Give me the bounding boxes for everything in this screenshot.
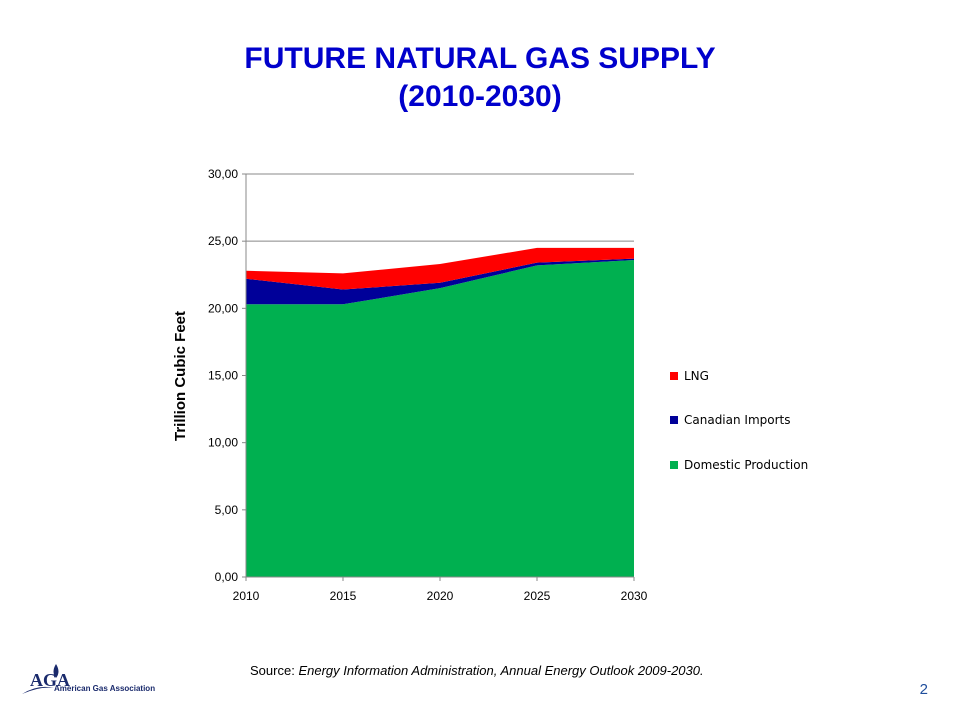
aga-logo-mark: AGA (22, 664, 70, 694)
title-line-2: (2010-2030) (398, 80, 562, 113)
y-tick-label: 10,00 (208, 436, 238, 450)
legend-swatch-domestic-production (670, 461, 678, 469)
y-axis-label: Trillion Cubic Feet (172, 311, 189, 441)
x-tick-label: 2015 (330, 589, 357, 603)
x-tick-label: 2030 (621, 589, 648, 603)
source-text: Energy Information Administration, Annua… (298, 663, 704, 678)
slide-title: FUTURE NATURAL GAS SUPPLY (2010-2030) (0, 40, 960, 116)
y-tick-label: 15,00 (208, 369, 238, 383)
legend-swatch-canadian-imports (670, 416, 678, 424)
y-tick-label: 25,00 (208, 234, 238, 248)
legend-swatch-lng (670, 372, 678, 380)
area-domestic-production (246, 259, 634, 577)
legend-label-lng: LNG (684, 369, 709, 383)
logo-mark-text: AGA (30, 670, 70, 690)
x-tick-label: 2020 (427, 589, 454, 603)
y-tick-label: 30,00 (208, 167, 238, 181)
source-note: Source: Energy Information Administratio… (250, 663, 704, 678)
title-line-1: FUTURE NATURAL GAS SUPPLY (244, 42, 716, 75)
area-canadian-imports (246, 258, 634, 305)
source-label: Source: (250, 663, 295, 678)
page-number: 2 (919, 681, 928, 698)
x-tick-label: 2010 (233, 589, 260, 603)
area-lng (246, 247, 634, 290)
y-tick-label: 20,00 (208, 301, 238, 315)
aga-logo: AGA American Gas Association (18, 660, 158, 698)
y-tick-label: 5,00 (215, 503, 239, 517)
y-tick-label: 0,00 (215, 570, 239, 584)
logo-org-name: American Gas Association (54, 684, 156, 693)
legend-label-domestic-production: Domestic Production (684, 458, 808, 472)
legend-label-canadian-imports: Canadian Imports (684, 413, 791, 427)
x-tick-label: 2025 (524, 589, 551, 603)
